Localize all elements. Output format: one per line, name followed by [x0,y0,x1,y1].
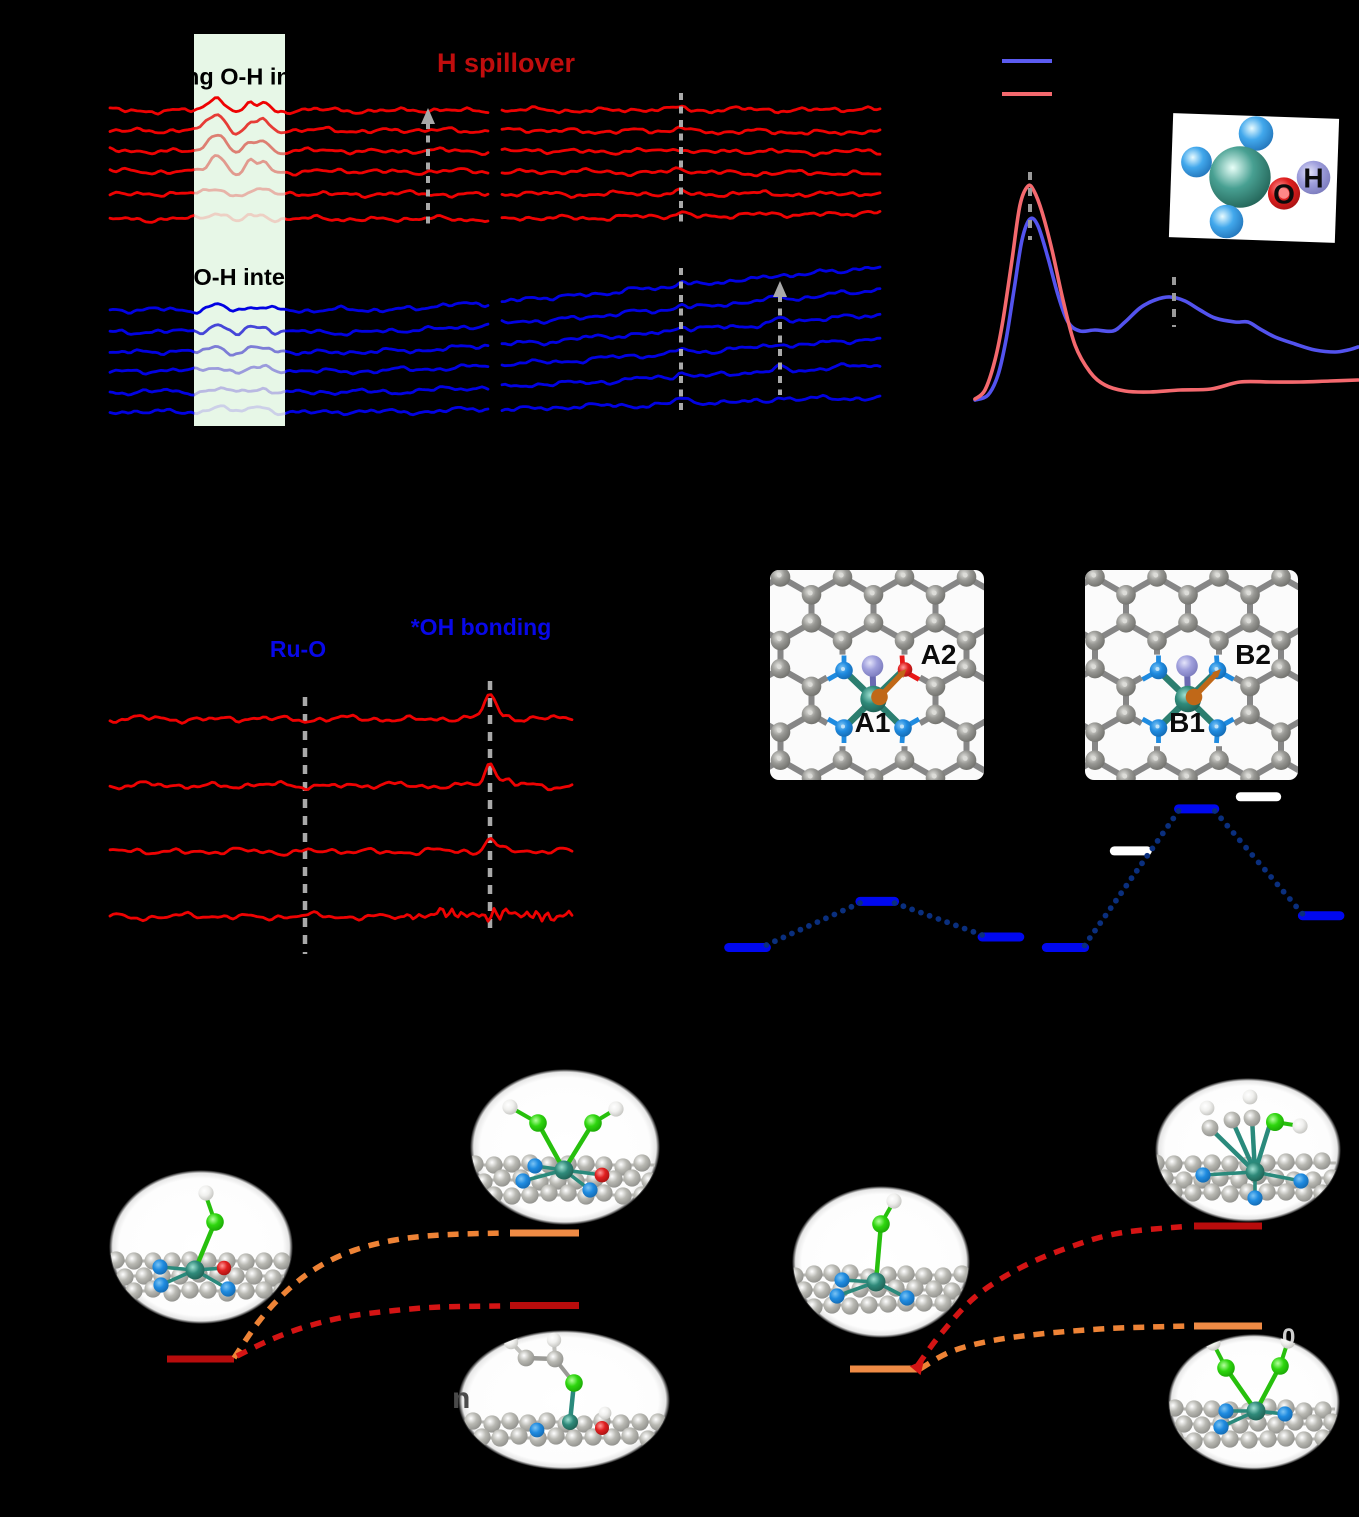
svg-text:n: n [452,1382,470,1415]
svg-text:H: H [1303,163,1323,194]
svg-text:B2: B2 [1235,639,1271,670]
svg-text:O-H interaction: O-H interaction [194,264,364,290]
svg-text:A1: A1 [855,707,891,738]
svg-text:B1: B1 [1169,707,1205,738]
svg-text:ng O-H interaction: ng O-H interaction [185,64,390,90]
svg-text:H spillover: H spillover [437,48,576,78]
svg-text:*OH bonding: *OH bonding [411,614,552,640]
svg-text:Ru-O: Ru-O [270,636,326,662]
svg-text:A2: A2 [921,639,957,670]
